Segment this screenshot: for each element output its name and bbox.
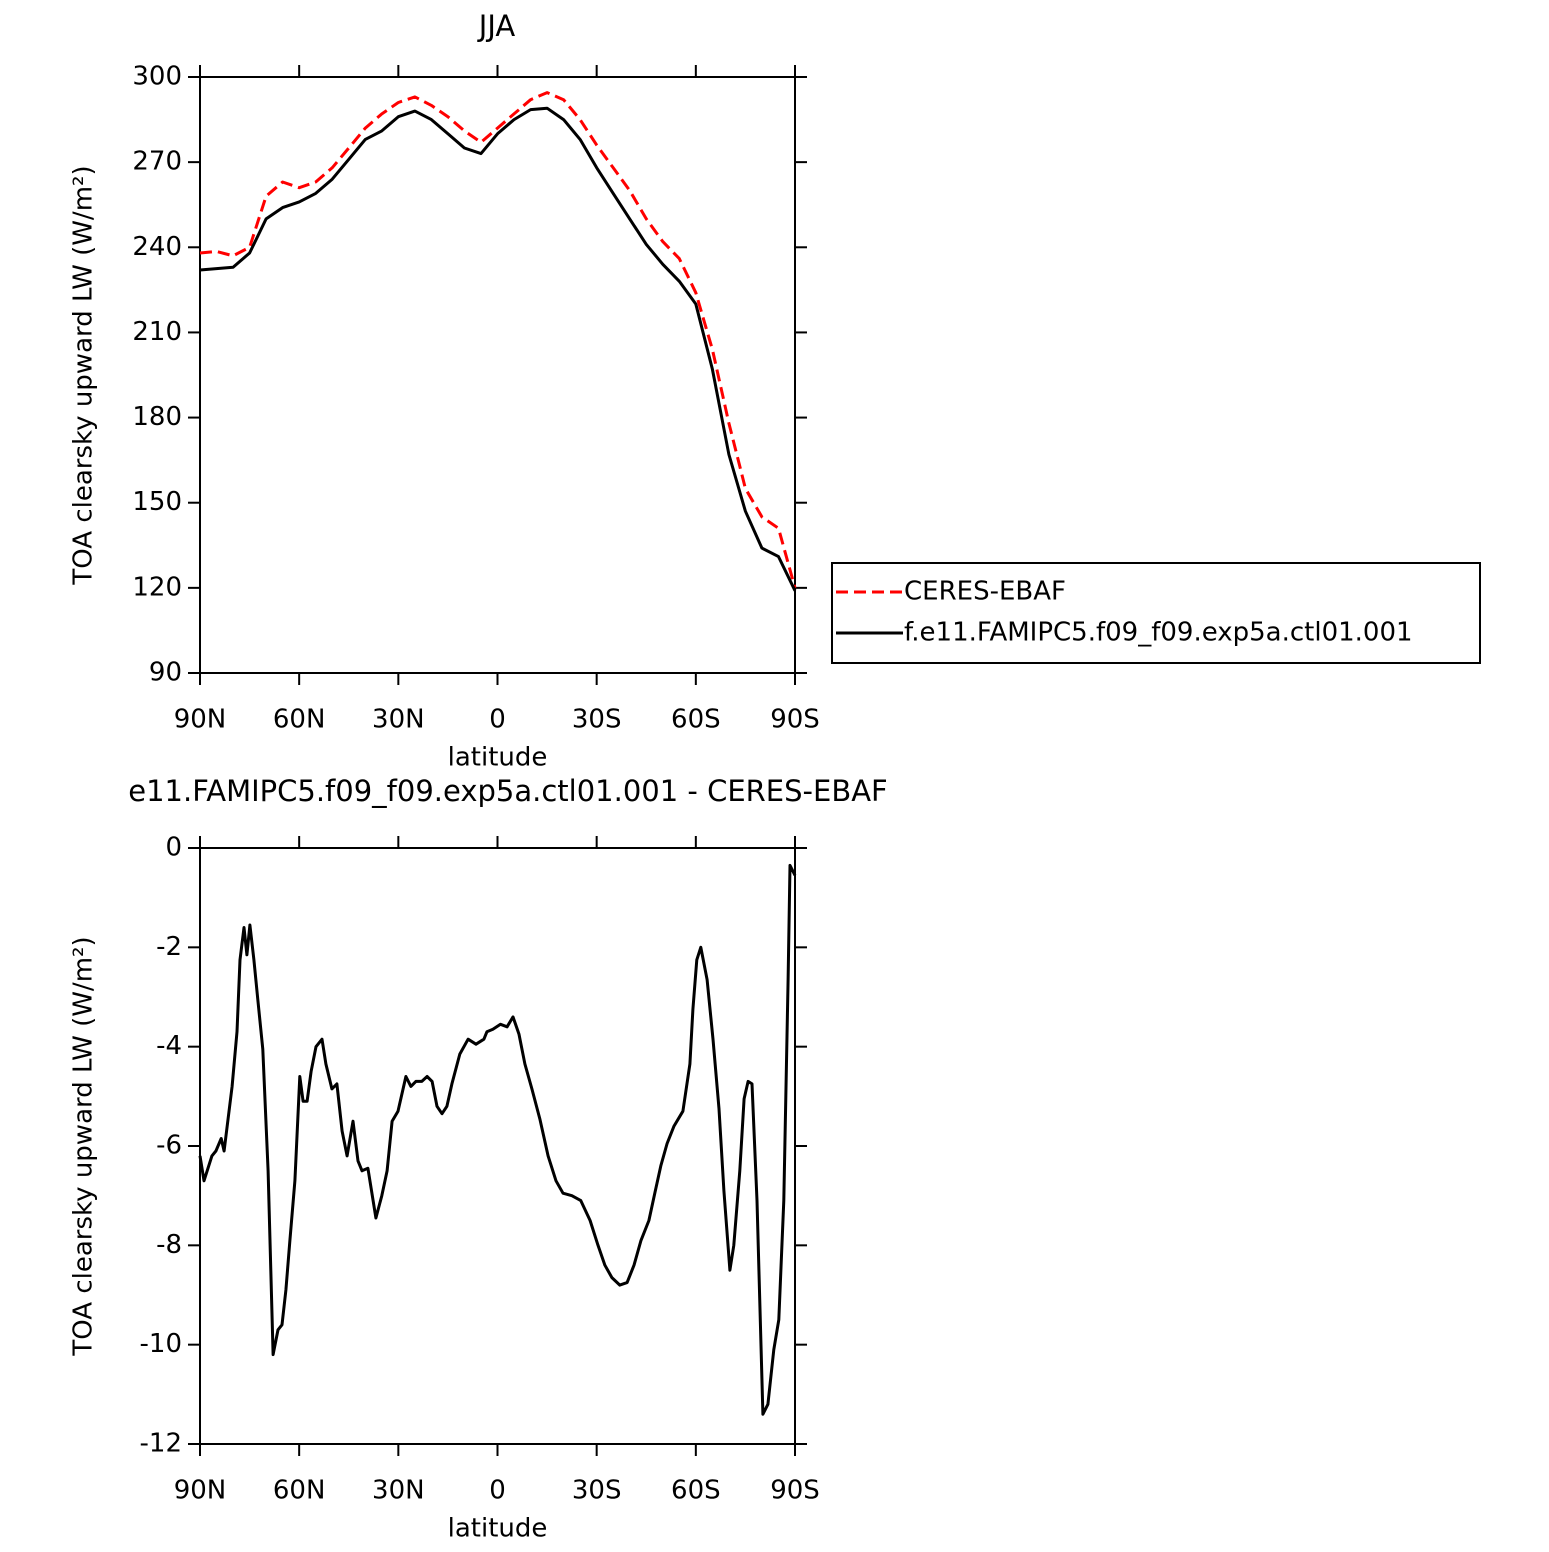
y-axis-label: TOA clearsky upward LW (W/m²) xyxy=(69,936,99,1356)
y-tick-label: 180 xyxy=(132,402,182,432)
y-tick-label: -6 xyxy=(156,1131,182,1161)
plot-frame xyxy=(199,847,796,1445)
y-tick-label: 240 xyxy=(132,232,182,262)
data-line xyxy=(199,91,797,589)
x-axis-label: latitude xyxy=(448,743,548,773)
x-tick-label: 90S xyxy=(770,705,820,735)
y-axis-label: TOA clearsky upward LW (W/m²) xyxy=(69,165,99,585)
x-tick-label: 60N xyxy=(273,705,326,735)
chart-title: JJA xyxy=(477,9,516,43)
x-tick-label: 90N xyxy=(174,705,227,735)
legend-box xyxy=(831,562,1481,664)
x-tick-label: 90S xyxy=(770,1476,820,1506)
y-tick-label: 270 xyxy=(132,147,182,177)
x-axis-label: latitude xyxy=(448,1514,548,1544)
x-tick-label: 30S xyxy=(572,705,622,735)
y-tick-label: -2 xyxy=(156,932,182,962)
legend-label: CERES-EBAF xyxy=(904,577,1066,607)
x-tick-label: 90N xyxy=(174,1476,227,1506)
data-line xyxy=(199,106,797,592)
y-tick-label: 120 xyxy=(132,572,182,602)
chart-title: e11.FAMIPC5.f09_f09.exp5a.ctl01.001 - CE… xyxy=(128,774,887,808)
x-tick-label: 60S xyxy=(671,1476,721,1506)
y-tick-label: -10 xyxy=(140,1329,182,1359)
y-tick-label: -4 xyxy=(156,1031,182,1061)
y-tick-label: 0 xyxy=(165,833,182,863)
x-tick-label: 0 xyxy=(489,1476,506,1506)
x-tick-label: 0 xyxy=(489,705,506,735)
y-tick-label: 210 xyxy=(132,317,182,347)
x-tick-label: 30N xyxy=(372,705,425,735)
legend-label: f.e11.FAMIPC5.f09_f09.exp5a.ctl01.001 xyxy=(904,618,1413,648)
data-line xyxy=(198,863,797,1416)
x-tick-label: 60N xyxy=(273,1476,326,1506)
y-tick-label: 90 xyxy=(149,658,182,688)
x-tick-label: 30N xyxy=(372,1476,425,1506)
y-tick-label: -8 xyxy=(156,1230,182,1260)
x-tick-label: 30S xyxy=(572,1476,622,1506)
x-tick-label: 60S xyxy=(671,705,721,735)
y-tick-label: 300 xyxy=(132,62,182,92)
plot-frame xyxy=(199,76,796,674)
y-tick-label: -12 xyxy=(140,1429,182,1459)
y-tick-label: 150 xyxy=(132,487,182,517)
